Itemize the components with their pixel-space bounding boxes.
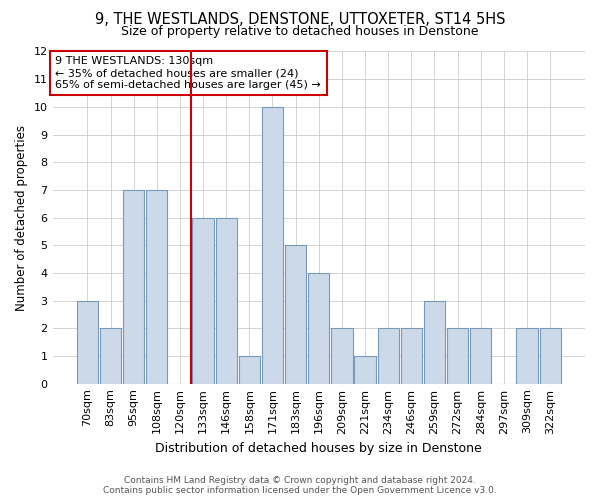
X-axis label: Distribution of detached houses by size in Denstone: Distribution of detached houses by size …: [155, 442, 482, 455]
Text: 9 THE WESTLANDS: 130sqm
← 35% of detached houses are smaller (24)
65% of semi-de: 9 THE WESTLANDS: 130sqm ← 35% of detache…: [55, 56, 321, 90]
Bar: [424, 300, 445, 384]
Text: Size of property relative to detached houses in Denstone: Size of property relative to detached ho…: [121, 25, 479, 38]
Bar: [308, 273, 329, 384]
Text: Contains HM Land Registry data © Crown copyright and database right 2024.
Contai: Contains HM Land Registry data © Crown c…: [103, 476, 497, 495]
Bar: [239, 356, 260, 384]
Bar: [77, 300, 98, 384]
Bar: [193, 218, 214, 384]
Text: 9, THE WESTLANDS, DENSTONE, UTTOXETER, ST14 5HS: 9, THE WESTLANDS, DENSTONE, UTTOXETER, S…: [95, 12, 505, 28]
Bar: [470, 328, 491, 384]
Bar: [100, 328, 121, 384]
Bar: [123, 190, 145, 384]
Bar: [401, 328, 422, 384]
Bar: [262, 107, 283, 384]
Bar: [517, 328, 538, 384]
Bar: [146, 190, 167, 384]
Bar: [377, 328, 399, 384]
Bar: [355, 356, 376, 384]
Y-axis label: Number of detached properties: Number of detached properties: [15, 124, 28, 310]
Bar: [215, 218, 237, 384]
Bar: [285, 246, 306, 384]
Bar: [539, 328, 561, 384]
Bar: [331, 328, 353, 384]
Bar: [447, 328, 468, 384]
